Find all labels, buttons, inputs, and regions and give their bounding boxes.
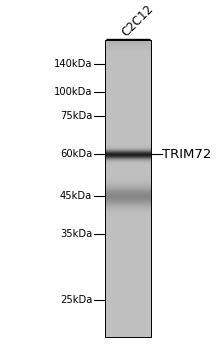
Bar <box>105 40 152 337</box>
Text: 25kDa: 25kDa <box>60 295 92 304</box>
Text: 45kDa: 45kDa <box>60 191 92 201</box>
Text: 60kDa: 60kDa <box>60 149 92 159</box>
Text: 35kDa: 35kDa <box>60 229 92 239</box>
Text: 75kDa: 75kDa <box>60 111 92 121</box>
Text: TRIM72: TRIM72 <box>162 148 211 161</box>
Text: 100kDa: 100kDa <box>54 87 92 97</box>
Text: C2C12: C2C12 <box>119 2 156 39</box>
Text: 140kDa: 140kDa <box>54 59 92 69</box>
